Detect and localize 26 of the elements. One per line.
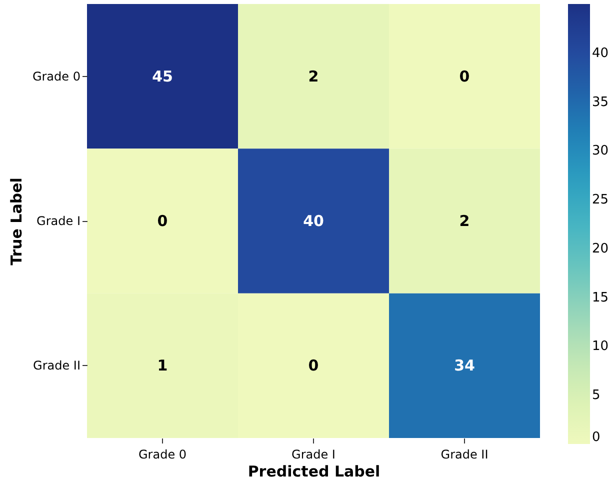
y-tick-label: Grade 0 bbox=[32, 69, 80, 84]
x-tick-label: Grade II bbox=[440, 448, 488, 462]
color-bar-label: 10 bbox=[592, 339, 609, 354]
data-label: 40 bbox=[303, 212, 324, 230]
data-label: 2 bbox=[308, 67, 319, 86]
y-tick-label: Grade I bbox=[36, 214, 80, 228]
color-bar-label: 20 bbox=[592, 241, 609, 256]
color-bar-label: 35 bbox=[592, 94, 609, 110]
color-bar-label: 25 bbox=[592, 192, 609, 208]
color-bar-label: 0 bbox=[592, 430, 600, 445]
color-bar-label: 30 bbox=[592, 144, 609, 159]
y-tick-label: Grade II bbox=[33, 358, 80, 373]
data-label: 0 bbox=[459, 67, 470, 86]
y-axis-title: True Label bbox=[7, 178, 26, 266]
data-label: 0 bbox=[308, 356, 319, 375]
data-label: 45 bbox=[152, 67, 173, 86]
x-axis-title: Predicted Label bbox=[248, 462, 380, 480]
color-bar-label: 15 bbox=[592, 290, 609, 306]
data-label: 0 bbox=[157, 212, 168, 230]
x-tick-label: Grade I bbox=[292, 448, 336, 462]
data-label: 2 bbox=[459, 212, 470, 230]
data-label: 1 bbox=[157, 356, 168, 375]
data-label: 34 bbox=[454, 356, 475, 375]
color-bar-label: 5 bbox=[592, 388, 600, 404]
x-tick-label: Grade 0 bbox=[138, 448, 187, 462]
color-bar-label: 40 bbox=[592, 46, 609, 61]
